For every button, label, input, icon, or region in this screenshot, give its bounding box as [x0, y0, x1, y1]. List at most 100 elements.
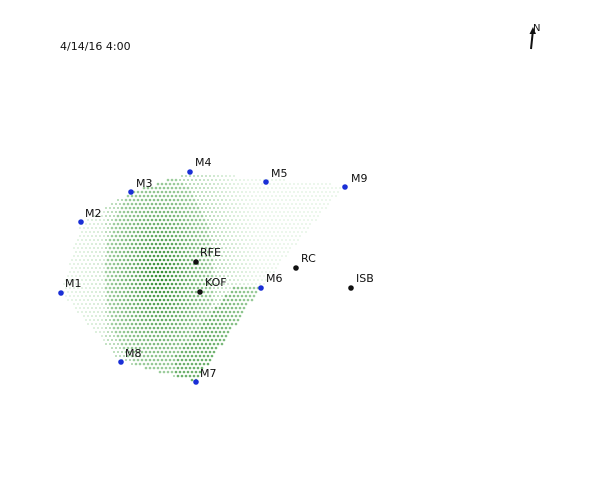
monitor-marker-icon[interactable] [193, 379, 199, 385]
plume-dot [209, 215, 211, 217]
plume-dot [174, 306, 178, 310]
monitor-marker-icon[interactable] [187, 169, 193, 175]
plume-dot [148, 222, 152, 226]
plume-dot [156, 230, 160, 234]
plume-dot [194, 346, 198, 350]
plume-dot [158, 194, 162, 198]
plume-dot [144, 334, 148, 338]
plume-dot [259, 259, 261, 261]
plume-dot [323, 203, 325, 205]
plume-dot [132, 326, 136, 330]
monitor-marker-icon[interactable] [128, 189, 134, 195]
station-m6[interactable]: M6 [258, 272, 283, 291]
station-label: M4 [195, 156, 212, 169]
plume-dot [267, 195, 269, 197]
plume-dot [95, 267, 97, 269]
facility-marker-icon[interactable] [293, 265, 299, 271]
plume-dot [134, 194, 138, 198]
plume-dot [158, 250, 162, 254]
plume-dot [190, 290, 194, 294]
plume-dot [154, 354, 158, 358]
plume-dot [249, 263, 251, 265]
station-rc[interactable]: RC [293, 252, 316, 271]
plume-dot [95, 331, 97, 333]
plume-dot [317, 183, 319, 185]
plume-dot [289, 239, 291, 241]
plume-dot [295, 195, 297, 197]
plume-dot [261, 263, 263, 265]
plume-dot [154, 338, 158, 342]
plume-dot [180, 358, 184, 362]
plume-dot [204, 342, 208, 346]
plume-dot [208, 238, 212, 242]
station-rfe[interactable]: RFE [193, 246, 221, 265]
plume-dot [241, 271, 243, 273]
plume-dot [230, 306, 234, 310]
plume-dot [174, 338, 178, 342]
plume-dot [160, 262, 164, 266]
plume-dot [323, 195, 325, 197]
plume-dot [71, 267, 73, 269]
plume-dot [212, 350, 216, 354]
monitor-marker-icon[interactable] [342, 184, 348, 190]
station-isb[interactable]: ISB [348, 272, 374, 291]
plume-dot [237, 231, 239, 233]
plume-dot [101, 239, 103, 241]
station-m7[interactable]: M7 [193, 367, 217, 385]
station-m9[interactable]: M9 [342, 172, 368, 190]
monitor-marker-icon[interactable] [263, 179, 269, 185]
plume-dot [126, 338, 130, 342]
station-m5[interactable]: M5 [263, 167, 288, 185]
station-m2[interactable]: M2 [78, 207, 102, 225]
station-kof[interactable]: KOF [197, 276, 227, 295]
plume-dot [119, 355, 121, 357]
plume-dot [223, 259, 225, 261]
plume-dot [108, 310, 112, 314]
plume-dot [293, 231, 295, 233]
plume-dot [174, 370, 178, 374]
plume-dot [146, 250, 150, 254]
plume-dot [271, 267, 273, 269]
plume-dot [132, 318, 136, 322]
plume-dot [205, 215, 207, 217]
plume-dot [148, 310, 152, 314]
monitor-marker-icon[interactable] [258, 285, 264, 291]
monitor-marker-icon[interactable] [118, 359, 124, 365]
plume-dot [148, 198, 152, 202]
plume-dot [156, 326, 160, 330]
plume-dot [130, 290, 134, 294]
plume-dot [138, 314, 142, 318]
facility-marker-icon[interactable] [197, 289, 203, 295]
plume-dot [142, 226, 146, 230]
plume-dot [229, 223, 231, 225]
plume-dot [128, 198, 132, 202]
station-m4[interactable]: M4 [187, 156, 212, 175]
plume-dot [156, 254, 160, 258]
plume-dot [150, 338, 154, 342]
plume-dot [287, 203, 289, 205]
plume-dot [224, 326, 228, 330]
plume-dot [109, 231, 111, 233]
plume-dot [283, 179, 285, 181]
plume-dot [166, 330, 170, 334]
plume-dot [142, 362, 146, 366]
plume-dot [194, 354, 198, 358]
plume-dot [277, 207, 279, 209]
monitor-marker-icon[interactable] [58, 290, 64, 296]
plume-dot [148, 270, 152, 274]
monitor-marker-icon[interactable] [78, 219, 84, 225]
plume-dot [174, 242, 178, 246]
plume-dot [142, 258, 146, 262]
station-m1[interactable]: M1 [58, 277, 82, 296]
facility-marker-icon[interactable] [348, 285, 354, 291]
plume-dot [164, 238, 168, 242]
station-m8[interactable]: M8 [118, 347, 142, 365]
plume-dot [178, 370, 182, 374]
plume-dot [154, 290, 158, 294]
station-m3[interactable]: M3 [128, 177, 153, 195]
plume-dot [121, 199, 123, 201]
plume-dot [110, 314, 114, 318]
plume-dot [172, 222, 176, 226]
facility-marker-icon[interactable] [193, 259, 199, 265]
plume-dot [176, 262, 180, 266]
